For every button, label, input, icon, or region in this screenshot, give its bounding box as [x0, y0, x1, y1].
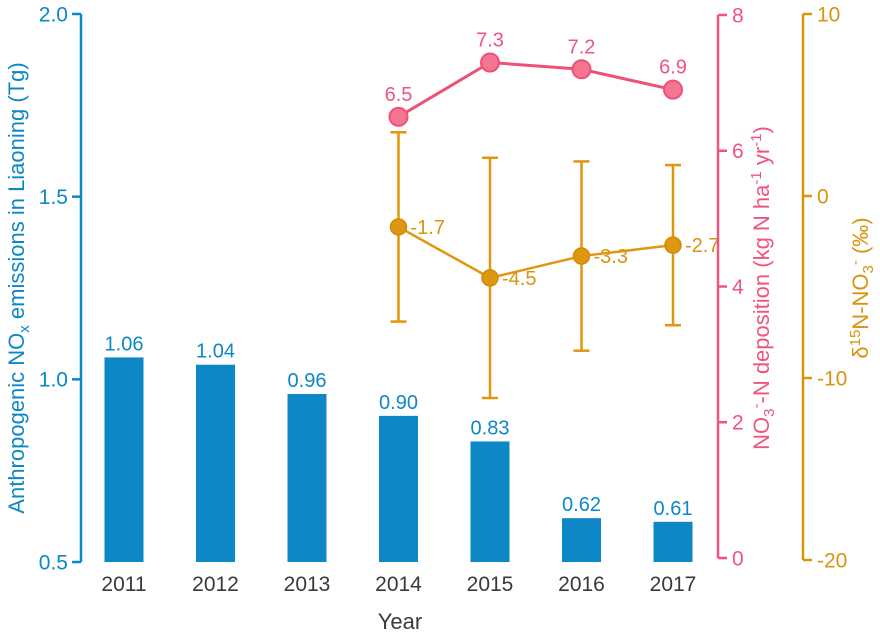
- deposition-value-label: 7.3: [476, 30, 504, 52]
- tick-label-left: 1.5: [39, 186, 68, 209]
- bar-2015: [470, 441, 510, 562]
- year-label-2012: 2012: [192, 573, 239, 596]
- year-label-2016: 2016: [558, 573, 605, 596]
- tick-label-right_inner: 0: [732, 547, 744, 570]
- bar-value-label: 0.61: [654, 498, 693, 520]
- bar-value-label: 1.06: [105, 333, 144, 355]
- axis-left: 0.5 1.0 1.5 2.0 Anthropogenic NOx emissions …: [4, 3, 83, 574]
- tick-label-left: 2.0: [39, 3, 68, 26]
- year-label-2013: 2013: [284, 573, 331, 596]
- bar-series-group: 1.06 1.04 0.96 0.90 0.83 0.62 0.61: [104, 333, 693, 562]
- deposition-series-group: 6.5 7.3 7.2 6.9: [385, 30, 687, 127]
- delta15n-point: [572, 247, 591, 265]
- delta15n-value-label: -1.7: [411, 217, 445, 239]
- axis-title-left: Anthropogenic NOx emissions in Liaoning …: [4, 62, 33, 513]
- delta15n-value-label: -3.3: [594, 246, 628, 268]
- year-label-2015: 2015: [467, 573, 514, 596]
- axis-right_inner: 0 2 4 6 8 NO3--N deposition (kg N ha-1 yr-1): [716, 4, 778, 570]
- delta15n-series-group: -1.7 -4.5 -3.3 -2.7: [389, 131, 719, 400]
- tick-label-right_inner: 8: [732, 4, 744, 27]
- bar-2012: [196, 364, 235, 562]
- bar-value-label: 0.96: [288, 370, 327, 392]
- bar-value-label: 0.83: [471, 417, 510, 439]
- year-label-2011: 2011: [101, 573, 146, 596]
- tick-label-right_inner: 6: [732, 140, 744, 163]
- deposition-point: [571, 59, 592, 80]
- deposition-line: [397, 60, 674, 119]
- tick-label-right_outer: -20: [817, 549, 847, 572]
- deposition-point: [663, 79, 683, 100]
- deposition-point: [388, 106, 409, 127]
- axis-title-group-right_inner: NO3--N deposition (kg N ha-1 yr-1): [748, 126, 778, 450]
- bar-value-label: 0.90: [379, 392, 418, 414]
- x-axis-title: Year: [378, 609, 422, 634]
- axis-title-group-left: Anthropogenic NOx emissions in Liaoning …: [4, 62, 33, 513]
- bar-value-label: 0.62: [562, 494, 601, 516]
- deposition-value-label: 7.2: [568, 36, 596, 58]
- bar-2017: [653, 521, 693, 562]
- year-label-2014: 2014: [375, 573, 422, 596]
- bar-value-label: 1.04: [196, 341, 235, 363]
- bar-2014: [379, 415, 418, 562]
- delta15n-point: [389, 218, 408, 236]
- bar-2011: [104, 357, 144, 562]
- deposition-value-label: 6.9: [659, 57, 687, 79]
- deposition-value-label: 6.5: [385, 84, 413, 106]
- axis-right_outer: -20 -10 0 10 δ15N-NO3- (‰): [801, 3, 877, 572]
- axis-title-right_inner: NO3--N deposition (kg N ha-1 yr-1): [748, 126, 778, 450]
- tick-label-right_outer: -10: [817, 367, 847, 390]
- axis-title-right_outer: δ15N-NO3- (‰): [847, 217, 877, 358]
- delta15n-line: [397, 225, 674, 280]
- axes-group: 0.5 1.0 1.5 2.0 Anthropogenic NOx emissions …: [4, 3, 877, 574]
- tick-label-right_inner: 4: [732, 276, 744, 299]
- bar-2013: [287, 393, 327, 562]
- bar-2016: [562, 518, 601, 562]
- tick-label-right_outer: 0: [817, 185, 829, 208]
- year-label-2017: 2017: [650, 573, 697, 596]
- delta15n-point: [664, 236, 682, 254]
- tick-label-right_outer: 10: [817, 3, 840, 26]
- delta15n-value-label: -2.7: [685, 235, 719, 257]
- delta15n-point: [481, 269, 499, 287]
- x-category-labels: 2011 2012 2013 2014 2015 2016 2017: [101, 573, 696, 596]
- deposition-point: [480, 52, 500, 73]
- tick-label-left: 0.5: [39, 551, 68, 574]
- tick-label-left: 1.0: [39, 369, 68, 392]
- axis-title-group-right_outer: δ15N-NO3- (‰): [847, 217, 877, 358]
- tick-label-right_inner: 2: [732, 412, 744, 435]
- delta15n-value-label: -4.5: [502, 268, 536, 290]
